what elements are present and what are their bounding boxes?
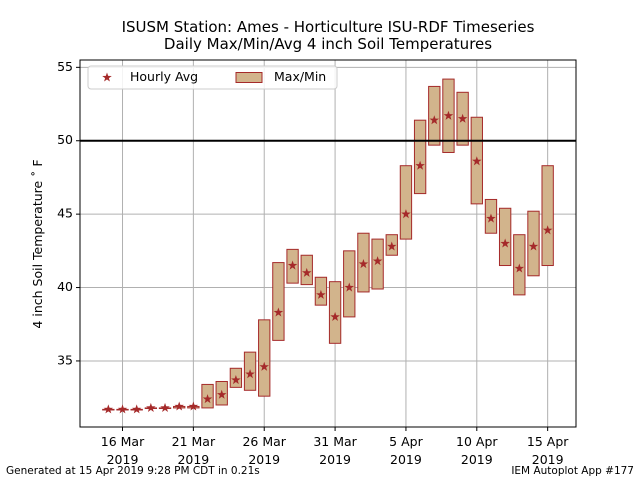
x-tick-label: 10 Apr (456, 434, 498, 449)
x-tick-year-label: 2019 (319, 452, 351, 467)
legend-maxmin-swatch (235, 72, 263, 83)
avg-star-marker (472, 156, 482, 166)
x-tick-year-label: 2019 (107, 452, 139, 467)
maxmin-bar (413, 119, 427, 195)
legend-label-maxmin: Max/Min (274, 69, 326, 84)
plot-frame (79, 59, 577, 428)
avg-star-marker (443, 110, 454, 120)
avg-star-marker (216, 389, 227, 399)
y-tick-label: 45 (57, 206, 73, 221)
avg-star-marker (344, 282, 355, 292)
avg-star-marker (542, 225, 553, 235)
x-tick-year-label: 2019 (248, 452, 280, 467)
avg-star-marker (146, 402, 156, 412)
legend-avg-marker (102, 72, 112, 82)
legend-label-avg: Hourly Avg (130, 69, 198, 84)
x-tick-year-label: 2019 (461, 452, 493, 467)
maxmin-bar (541, 165, 554, 267)
avg-star-marker (401, 209, 411, 219)
avg-star-marker (273, 307, 284, 317)
avg-star-marker (231, 375, 241, 385)
avg-star-marker (188, 401, 199, 411)
maxmin-bar (272, 262, 285, 341)
avg-star-marker (330, 311, 340, 321)
avg-star-marker (160, 402, 170, 412)
x-tick-year-label: 2019 (177, 452, 209, 467)
maxmin-bar (258, 319, 271, 397)
avg-star-marker (358, 259, 369, 269)
x-tick-label: 21 Mar (172, 434, 216, 449)
avg-star-marker (245, 369, 255, 379)
x-tick-label: 31 Mar (313, 434, 357, 449)
y-tick-label: 50 (57, 132, 73, 147)
plot-area: 16 Mar 2019 21 Mar 2019 26 Mar 2019 31 Mar 2019… (57, 59, 577, 467)
avg-star-marker (131, 404, 142, 414)
y-tick-label: 35 (57, 352, 73, 367)
avg-star-marker (415, 160, 425, 170)
x-tick-label: 16 Mar (101, 434, 145, 449)
x-tick-label: 5 Apr (389, 434, 423, 449)
x-tick-label: 15 Apr (527, 434, 569, 449)
avg-star-marker (528, 241, 539, 251)
chart-title: ISUSM Station: Ames - Horticulture ISU-R… (122, 18, 535, 36)
avg-star-marker (316, 289, 326, 299)
avg-star-marker (301, 267, 312, 277)
avg-star-marker (457, 113, 468, 123)
x-tick-year-label: 2019 (390, 452, 422, 467)
avg-star-marker (287, 260, 298, 270)
avg-star-marker (387, 241, 397, 251)
avg-star-marker (500, 238, 510, 248)
maxmin-bar (498, 207, 512, 267)
avg-star-marker (429, 115, 440, 125)
y-tick-label: 55 (57, 59, 73, 74)
avg-star-marker (117, 404, 128, 414)
avg-star-marker (486, 213, 496, 223)
chart-subtitle: Daily Max/Min/Avg 4 inch Soil Temperatur… (164, 35, 492, 53)
x-tick-label: 26 Mar (242, 434, 286, 449)
footer-app-label: IEM Autoplot App #177 (511, 465, 634, 477)
avg-star-marker (103, 404, 114, 414)
avg-star-marker (174, 401, 184, 411)
maxmin-bar (371, 238, 384, 290)
y-axis-label: 4 inch Soil Temperature ˚ F (30, 159, 45, 328)
maxmin-bar (399, 165, 413, 240)
avg-star-marker (202, 394, 213, 404)
avg-star-marker (259, 361, 269, 371)
avg-star-marker (514, 263, 525, 273)
legend-box (87, 65, 338, 90)
x-tick-year-label: 2019 (532, 452, 564, 467)
footer-generated-text: Generated at 15 Apr 2019 9:28 PM CDT in … (6, 465, 260, 477)
y-tick-label: 40 (57, 279, 73, 294)
avg-star-marker (372, 256, 383, 266)
